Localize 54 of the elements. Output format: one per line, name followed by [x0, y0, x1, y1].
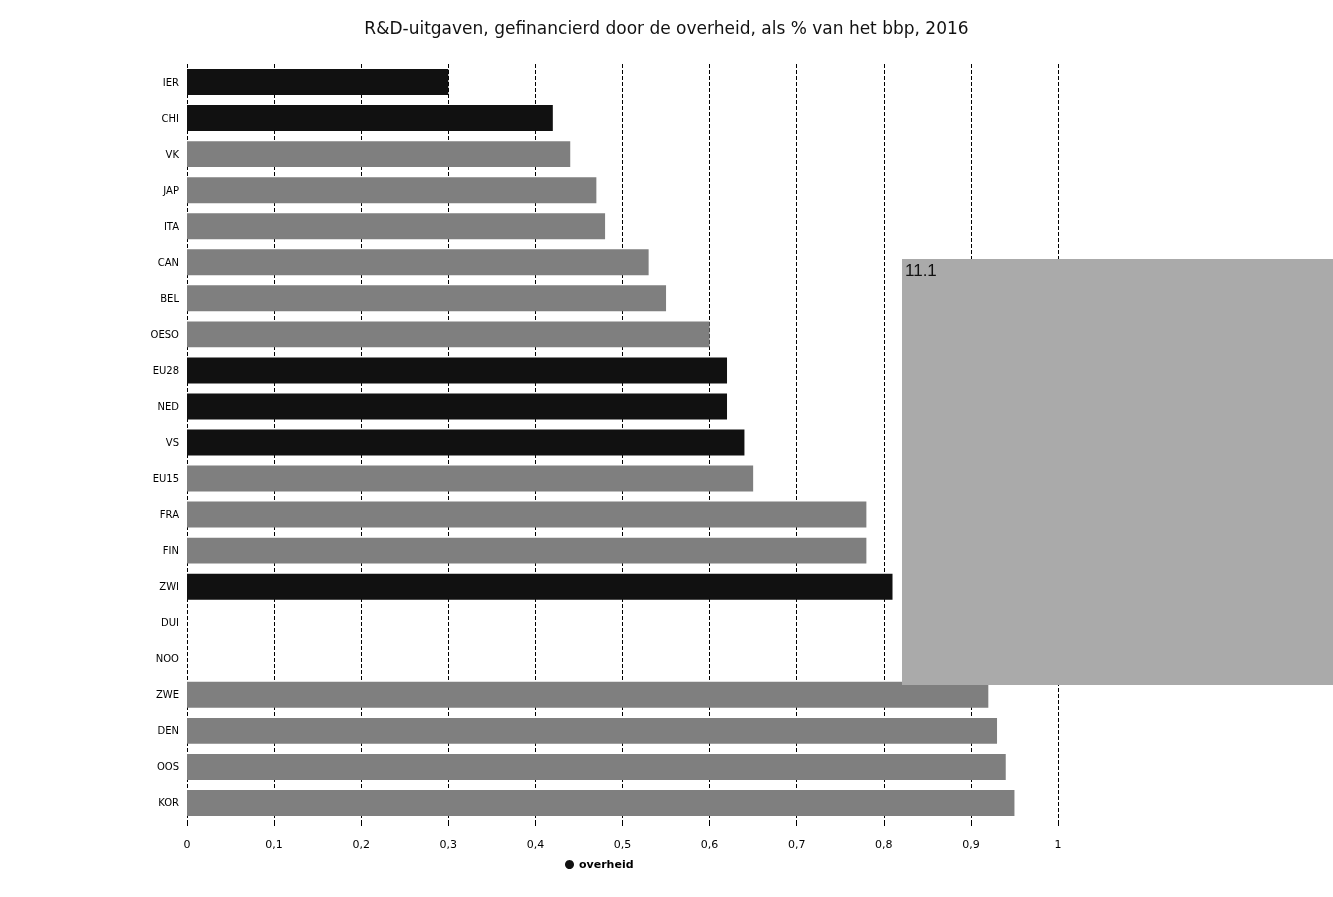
- y-tick-label: CHI: [161, 112, 179, 124]
- bar: [187, 69, 449, 95]
- x-tick-label: 0,5: [613, 838, 632, 851]
- bar: [187, 105, 553, 132]
- y-tick-label: FRA: [159, 509, 180, 521]
- y-tick-label: BEL: [160, 292, 180, 304]
- x-tick-label: 0,2: [352, 838, 370, 851]
- bar: [187, 141, 571, 168]
- bar: [187, 681, 989, 708]
- y-tick-label: OESO: [150, 328, 180, 340]
- chart-title: R&D-uitgaven, gefinancierd door de overheid, als % van het bbp, 2016: [364, 17, 969, 38]
- x-tick-label: 0,9: [962, 838, 980, 851]
- y-tick-label: DEN: [157, 725, 179, 737]
- x-tick-label: 0,3: [439, 838, 458, 851]
- bar: [187, 717, 998, 744]
- note-card: 11.1: [902, 259, 1333, 685]
- y-tick-label: NOO: [155, 653, 180, 665]
- bar: [187, 393, 728, 420]
- y-tick-label: CAN: [157, 256, 179, 268]
- bar: [187, 357, 728, 384]
- y-tick-label: ITA: [163, 220, 180, 232]
- x-tick-label: 1: [1054, 838, 1062, 851]
- y-tick-label: DUI: [161, 617, 179, 629]
- y-tick-label: NED: [157, 400, 180, 412]
- x-tick-label: 0: [183, 838, 191, 851]
- bar: [187, 249, 649, 276]
- legend-label: overheid: [579, 858, 634, 871]
- bar: [187, 501, 867, 528]
- bar: [187, 790, 1015, 816]
- bar: [187, 177, 597, 204]
- bar: [187, 321, 710, 348]
- bar: [187, 537, 867, 564]
- x-tick-label: 0,8: [875, 838, 893, 851]
- y-tick-label: VK: [165, 148, 180, 160]
- bar: [187, 213, 606, 240]
- y-tick-label: FIN: [162, 545, 179, 557]
- x-tick-label: 0,4: [526, 838, 545, 851]
- bar: [187, 285, 667, 312]
- y-tick-label: EU15: [152, 473, 179, 485]
- y-tick-label: ZWI: [159, 581, 179, 593]
- y-tick-label: KOR: [158, 797, 180, 809]
- y-tick-label: ZWE: [155, 689, 179, 701]
- bar: [187, 465, 754, 492]
- y-tick-label: OOS: [156, 761, 179, 773]
- bar: [187, 753, 1006, 780]
- y-tick-label: VS: [165, 437, 179, 448]
- x-tick-label: 0,6: [700, 838, 719, 851]
- y-tick-label: JAP: [162, 184, 179, 196]
- bar: [187, 573, 893, 600]
- y-tick-label: EU28: [152, 364, 179, 376]
- y-tick-label: IER: [162, 76, 180, 88]
- x-tick-label: 0,1: [265, 838, 283, 851]
- bar: [187, 429, 745, 456]
- x-tick-label: 0,7: [787, 838, 806, 851]
